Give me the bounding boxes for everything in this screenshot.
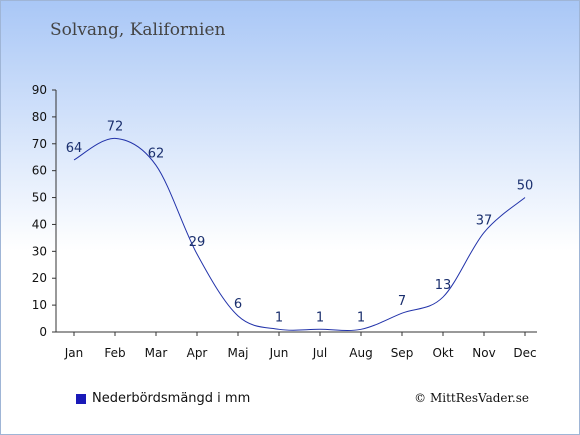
data-label: 1 — [357, 310, 365, 325]
data-label: 7 — [398, 294, 406, 309]
x-tick-label: Nov — [472, 346, 495, 360]
data-label: 64 — [66, 141, 83, 156]
y-tick-label: 70 — [32, 137, 47, 151]
y-tick-label: 80 — [32, 110, 47, 124]
y-tick-label: 50 — [32, 191, 47, 205]
x-tick-label: Sep — [391, 346, 414, 360]
x-tick-label: Aug — [349, 346, 372, 360]
chart-title: Solvang, Kalifornien — [50, 20, 226, 40]
x-tick-label: Apr — [187, 346, 208, 360]
x-tick-label: Jun — [269, 346, 289, 360]
data-label: 6 — [234, 297, 242, 312]
x-tick-label: Jul — [312, 346, 327, 360]
x-tick-label: Maj — [227, 346, 248, 360]
legend: Nederbördsmängd i mm — [76, 391, 250, 406]
y-tick-label: 10 — [32, 298, 47, 312]
data-label: 1 — [316, 310, 324, 325]
y-tick-label: 40 — [32, 217, 47, 231]
series-line — [73, 137, 526, 331]
x-tick-label: Okt — [432, 346, 453, 360]
y-tick-label: 60 — [32, 164, 47, 178]
x-tick-label: Feb — [104, 346, 125, 360]
y-tick-label: 30 — [32, 244, 47, 258]
x-tick-label: Jan — [64, 346, 84, 360]
y-tick-label: 90 — [32, 83, 47, 97]
data-label: 37 — [476, 214, 493, 229]
x-tick-label: Mar — [145, 346, 168, 360]
data-label: 13 — [435, 278, 452, 293]
x-tick-label: Dec — [513, 346, 536, 360]
legend-label: Nederbördsmängd i mm — [92, 391, 251, 406]
y-tick-label: 20 — [32, 271, 47, 285]
data-label: 29 — [189, 235, 206, 250]
data-label: 50 — [517, 179, 534, 194]
legend-swatch — [76, 393, 86, 404]
data-label: 72 — [107, 119, 124, 134]
credit-text: © MittResVader.se — [414, 391, 529, 405]
data-label: 1 — [275, 310, 283, 325]
data-label: 62 — [148, 146, 165, 161]
y-tick-label: 0 — [39, 325, 47, 339]
